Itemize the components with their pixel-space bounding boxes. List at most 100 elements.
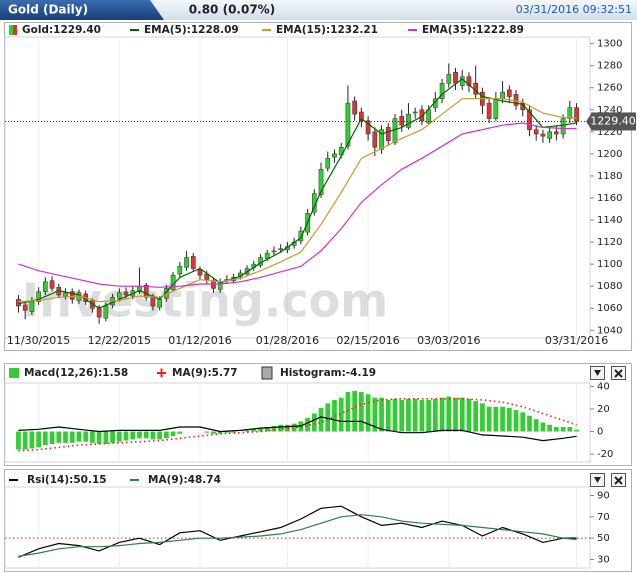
candle-body	[116, 292, 122, 299]
candle-body	[446, 74, 452, 84]
y-tick-label: 1280	[597, 61, 622, 72]
y-tick-label: 1060	[597, 303, 622, 314]
macd-bar	[36, 431, 41, 448]
macd-bar	[137, 431, 142, 439]
y-tick-label: 1220	[597, 127, 622, 138]
macd-bar	[412, 398, 418, 432]
candle-body	[332, 153, 337, 158]
timestamp: 03/31/2016 09:32:51	[516, 3, 632, 16]
indicator-line	[18, 416, 577, 442]
y-tick-label: 1240	[597, 105, 622, 116]
macd-bar	[567, 427, 573, 432]
macd-bar	[466, 398, 472, 432]
legend-swatch	[261, 366, 273, 380]
last-price-pointer	[586, 112, 592, 131]
candle-body	[547, 131, 552, 139]
legend-label: EMA(15):1232.21	[276, 24, 378, 36]
candle-body	[406, 113, 411, 128]
candle-body	[560, 118, 566, 135]
candle-body	[359, 111, 364, 122]
macd-bar	[311, 413, 317, 432]
macd-bar	[258, 428, 263, 432]
macd-bar	[453, 397, 458, 432]
legend-swatch	[13, 25, 17, 35]
macd-bar	[365, 394, 371, 432]
macd-bar	[271, 425, 277, 432]
candle-body	[184, 257, 189, 268]
candle-body	[157, 299, 162, 308]
x-tick-label: 03/31/2016	[545, 334, 608, 347]
legend-label: Macd(12,26):1.58	[24, 367, 128, 379]
macd-bar	[399, 399, 405, 432]
macd-bar	[426, 399, 431, 432]
legend-swatch	[9, 368, 19, 378]
candle-body	[352, 100, 357, 115]
macd-bar	[204, 431, 210, 433]
macd-bar	[69, 431, 75, 443]
candle-body	[372, 131, 378, 148]
legend-label: Rsi(14):50.15	[27, 474, 107, 486]
indicator-line	[18, 98, 577, 303]
candle-body	[16, 299, 21, 307]
macd-bar	[459, 397, 465, 432]
candle-body	[574, 107, 579, 122]
macd-bar	[264, 427, 270, 432]
x-tick-label: 01/12/2016	[168, 334, 231, 347]
candle-body	[69, 291, 75, 300]
candle-body	[143, 284, 149, 298]
macd-bar	[332, 399, 337, 432]
macd-bar	[16, 431, 21, 450]
y-tick-label: 1100	[597, 259, 622, 270]
y-tick-label: 30	[597, 554, 610, 565]
y-tick-label: 1180	[597, 171, 622, 182]
macd-bar	[123, 431, 129, 441]
candle-body	[500, 91, 505, 99]
candle-body	[439, 83, 445, 99]
y-tick-label: 1040	[597, 325, 622, 336]
last-price-box	[591, 112, 636, 131]
macd-bar	[345, 392, 351, 432]
candle-body	[278, 248, 284, 251]
candle-body	[419, 109, 425, 122]
indicator-line	[18, 505, 577, 558]
macd-bar	[224, 431, 230, 433]
indicator-line	[18, 514, 577, 557]
close-icon	[614, 369, 623, 378]
candle-body	[365, 120, 371, 135]
macd-bar	[83, 431, 89, 442]
macd-bar	[513, 410, 519, 432]
candle-body	[298, 230, 304, 242]
x-tick-label: 03/03/2016	[417, 334, 480, 347]
legend-label: MA(9):48.74	[148, 474, 221, 486]
candle-body	[486, 102, 492, 119]
legend-label: Gold:1229.40	[22, 24, 101, 36]
candle-body	[177, 266, 183, 275]
macd-bar	[63, 431, 68, 443]
macd-bar	[473, 401, 479, 432]
macd-panel	[4, 363, 632, 466]
candle-body	[533, 129, 539, 135]
candle-body	[325, 158, 331, 169]
macd-bar	[211, 431, 216, 434]
macd-bar	[359, 392, 364, 432]
candle-body	[204, 273, 210, 280]
macd-bar	[110, 431, 115, 443]
macd-bar	[392, 398, 398, 432]
candle-body	[412, 111, 418, 114]
x-tick-label: 12/22/2015	[88, 334, 151, 347]
macd-bar	[446, 396, 452, 432]
macd-bar	[432, 398, 438, 432]
macd-bar	[560, 427, 566, 432]
macd-bar	[170, 431, 176, 437]
macd-bar	[486, 406, 492, 432]
macd-bar	[130, 431, 136, 440]
macd-bar	[493, 406, 499, 432]
candle-body	[96, 306, 102, 318]
candle-body	[36, 291, 41, 302]
candle-body	[453, 72, 458, 84]
macd-bar	[480, 403, 485, 432]
candle-body	[506, 89, 512, 97]
candle-body	[318, 169, 324, 195]
legend-label: MA(9):5.77	[172, 367, 238, 379]
